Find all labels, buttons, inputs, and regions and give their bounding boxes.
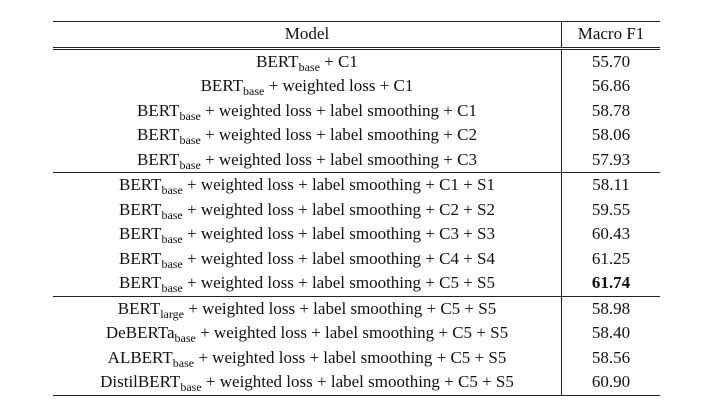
model-configuration: + weighted loss + label smoothing + C5 +… bbox=[195, 323, 509, 342]
macro-f1-cell-best: 61.74 bbox=[591, 273, 631, 292]
model-name: BERT bbox=[256, 51, 299, 71]
model-cell: BERTbase + weighted loss + label smoothi… bbox=[53, 147, 562, 173]
model-configuration: + weighted loss + label smoothing + C5 +… bbox=[201, 372, 514, 391]
table-row: BERTbase + C1 55.70 bbox=[53, 48, 660, 74]
model-cell: BERTbase + weighted loss + label smoothi… bbox=[53, 271, 562, 296]
model-size-subscript: base bbox=[161, 183, 183, 197]
model-configuration: + weighted loss + label smoothing + C1 bbox=[200, 100, 477, 120]
model-cell: DistilBERTbase + weighted loss + label s… bbox=[53, 370, 562, 396]
table-row: BERTbase + weighted loss + label smoothi… bbox=[53, 197, 660, 222]
macro-f1-cell: 58.06 bbox=[591, 125, 631, 144]
model-name: BERT bbox=[119, 175, 162, 194]
macro-f1-cell: 58.40 bbox=[591, 323, 631, 342]
model-name: BERT bbox=[119, 199, 162, 219]
model-cell: BERTbase + weighted loss + label smoothi… bbox=[53, 197, 562, 222]
model-size-subscript: base bbox=[161, 232, 183, 246]
model-cell: BERTbase + weighted loss + label smoothi… bbox=[53, 222, 562, 247]
model-name: DeBERTa bbox=[105, 323, 175, 342]
table-row: BERTbase + weighted loss + label smoothi… bbox=[53, 172, 660, 198]
model-cell: DeBERTabase + weighted loss + label smoo… bbox=[53, 321, 562, 346]
model-size-subscript: large bbox=[160, 306, 184, 321]
model-size-subscript: base bbox=[298, 59, 320, 74]
table-row: ALBERTbase + weighted loss + label smoot… bbox=[53, 345, 660, 370]
model-configuration: + weighted loss + label smoothing + C2 +… bbox=[182, 199, 495, 219]
model-configuration: + weighted loss + C1 bbox=[264, 76, 414, 95]
model-name: BERT bbox=[117, 298, 161, 318]
macro-f1-cell: 55.70 bbox=[591, 51, 631, 71]
table-row: DistilBERTbase + weighted loss + label s… bbox=[53, 370, 660, 396]
model-cell: BERTbase + weighted loss + label smoothi… bbox=[53, 246, 562, 271]
macro-f1-cell: 56.86 bbox=[591, 76, 631, 95]
model-cell: BERTlarge + weighted loss + label smooth… bbox=[53, 295, 562, 321]
model-name: DistilBERT bbox=[100, 372, 181, 391]
model-configuration: + weighted loss + label smoothing + C4 +… bbox=[182, 248, 495, 268]
model-cell: BERTbase + weighted loss + label smoothi… bbox=[53, 123, 562, 148]
macro-f1-cell: 57.93 bbox=[591, 149, 631, 169]
model-configuration: + weighted loss + label smoothing + C3 bbox=[200, 149, 477, 169]
model-cell: BERTbase + C1 bbox=[53, 48, 562, 74]
model-configuration: + weighted loss + label smoothing + C1 +… bbox=[182, 175, 495, 194]
table-row: BERTbase + weighted loss + label smoothi… bbox=[53, 123, 660, 148]
model-name: ALBERT bbox=[107, 347, 173, 367]
model-configuration: + weighted loss + label smoothing + C5 +… bbox=[183, 298, 497, 318]
macro-f1-column-header: Macro F1 bbox=[561, 21, 660, 50]
table-row: BERTbase + weighted loss + label smoothi… bbox=[53, 98, 660, 123]
table-row: BERTbase + weighted loss + label smoothi… bbox=[53, 246, 660, 271]
table-row: BERTbase + weighted loss + label smoothi… bbox=[53, 222, 660, 247]
model-cell: BERTbase + weighted loss + label smoothi… bbox=[53, 172, 562, 198]
macro-f1-cell: 58.56 bbox=[591, 347, 631, 367]
table-body: BERTbase + C1 55.70 BERTbase + weighted lo… bbox=[53, 48, 660, 396]
model-name: BERT bbox=[119, 224, 162, 243]
model-name: BERT bbox=[137, 100, 180, 120]
model-size-subscript: base bbox=[172, 355, 195, 370]
model-name: BERT bbox=[137, 149, 180, 169]
model-name: BERT bbox=[119, 273, 162, 292]
model-column-header: Model bbox=[53, 21, 562, 50]
model-configuration: + weighted loss + label smoothing + C2 bbox=[200, 125, 477, 144]
model-cell: BERTbase + weighted loss + C1 bbox=[53, 74, 562, 99]
macro-f1-cell: 59.55 bbox=[591, 199, 631, 219]
results-table-container: Model Macro F1 BERTbase + C1 55.70 BERTbas… bbox=[53, 21, 660, 396]
macro-f1-cell: 58.98 bbox=[561, 295, 660, 321]
header-row: Model Macro F1 bbox=[53, 21, 660, 50]
table-row: DeBERTabase + weighted loss + label smoo… bbox=[53, 321, 660, 346]
model-cell: ALBERTbase + weighted loss + label smoot… bbox=[53, 345, 562, 370]
table-row: BERTbase + weighted loss + label smoothi… bbox=[53, 147, 660, 173]
macro-f1-cell: 58.11 bbox=[561, 172, 660, 198]
macro-f1-cell: 61.25 bbox=[591, 248, 631, 268]
model-configuration: + weighted loss + label smoothing + C5 +… bbox=[194, 347, 507, 367]
model-size-subscript: base bbox=[161, 256, 183, 271]
model-size-subscript: base bbox=[161, 207, 183, 222]
table-row: BERTbase + weighted loss + label smoothi… bbox=[53, 271, 660, 296]
model-configuration: + C1 bbox=[319, 51, 358, 71]
model-size-subscript: base bbox=[174, 331, 196, 345]
model-configuration: + weighted loss + label smoothing + C5 +… bbox=[182, 273, 495, 292]
model-size-subscript: base bbox=[179, 133, 201, 147]
model-name: BERT bbox=[119, 248, 162, 268]
model-size-subscript: base bbox=[180, 380, 202, 394]
model-configuration: + weighted loss + label smoothing + C3 +… bbox=[182, 224, 495, 243]
model-name: BERT bbox=[200, 76, 244, 95]
model-size-subscript: base bbox=[179, 157, 201, 172]
model-name: BERT bbox=[137, 125, 180, 144]
macro-f1-cell: 60.43 bbox=[591, 224, 631, 243]
model-size-subscript: base bbox=[243, 84, 265, 98]
table-row: BERTlarge + weighted loss + label smooth… bbox=[53, 295, 660, 321]
model-cell: BERTbase + weighted loss + label smoothi… bbox=[53, 98, 562, 123]
model-size-subscript: base bbox=[179, 108, 201, 123]
macro-f1-cell: 60.90 bbox=[561, 370, 660, 396]
table-row: BERTbase + weighted loss + C1 56.86 bbox=[53, 74, 660, 99]
model-size-subscript: base bbox=[161, 281, 183, 295]
macro-f1-cell: 58.78 bbox=[591, 100, 631, 120]
results-table: Model Macro F1 BERTbase + C1 55.70 BERTbas… bbox=[53, 21, 660, 396]
